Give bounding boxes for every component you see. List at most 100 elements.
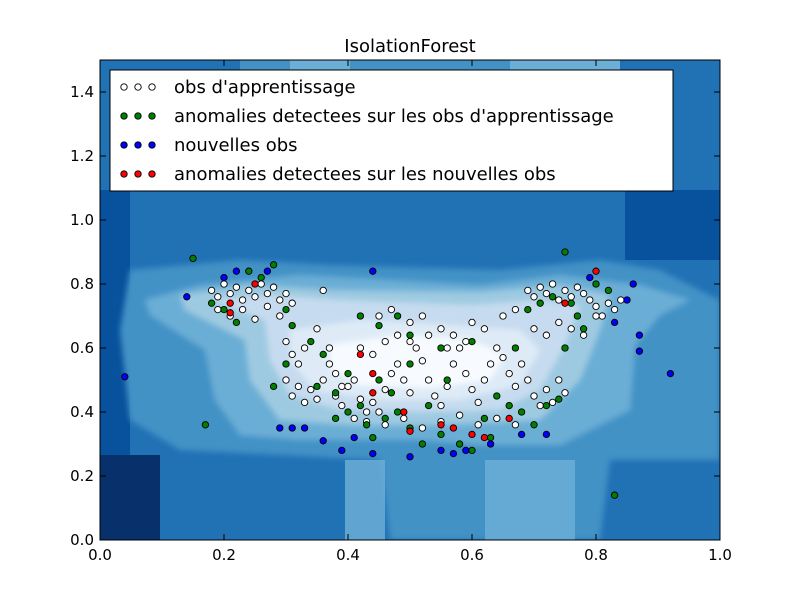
point-s0-106 bbox=[592, 312, 600, 320]
point-s1-15 bbox=[356, 401, 365, 410]
point-s0-62 bbox=[486, 360, 495, 368]
point-s0-38 bbox=[338, 401, 346, 410]
point-s1-55 bbox=[610, 491, 619, 499]
point-s2-0 bbox=[121, 373, 129, 381]
point-s0-104 bbox=[567, 325, 575, 333]
point-s0-54 bbox=[437, 401, 445, 410]
point-s2-2 bbox=[220, 273, 228, 282]
point-s0-72 bbox=[548, 398, 557, 407]
point-s0-47 bbox=[393, 360, 402, 368]
point-s1-8 bbox=[288, 321, 296, 330]
point-s3-3 bbox=[356, 350, 365, 359]
legend-marker-3-0 bbox=[120, 170, 128, 178]
point-s0-34 bbox=[313, 325, 321, 333]
point-s0-4 bbox=[232, 283, 241, 291]
point-s2-1 bbox=[183, 293, 191, 301]
point-s1-14 bbox=[344, 408, 352, 416]
y-tick-label-3: 0.6 bbox=[70, 339, 94, 357]
x-tick-label-3: 0.6 bbox=[460, 546, 484, 564]
point-s0-60 bbox=[474, 398, 482, 407]
point-s0-11 bbox=[276, 296, 284, 304]
point-s0-88 bbox=[542, 289, 551, 298]
points-layer bbox=[121, 248, 675, 499]
point-s1-41 bbox=[561, 344, 569, 352]
point-s0-27 bbox=[300, 398, 309, 407]
point-s2-26 bbox=[666, 369, 675, 378]
point-s1-43 bbox=[375, 321, 383, 330]
point-s0-35 bbox=[319, 286, 327, 295]
point-s0-122 bbox=[424, 331, 433, 339]
point-s2-14 bbox=[437, 446, 445, 455]
legend-marker-0-2 bbox=[148, 83, 156, 91]
point-s0-100 bbox=[617, 296, 625, 304]
point-s1-45 bbox=[406, 331, 414, 339]
point-s0-33 bbox=[338, 382, 346, 391]
point-s2-19 bbox=[542, 430, 551, 439]
point-s0-99 bbox=[610, 305, 619, 314]
contour-strip-1 bbox=[345, 460, 385, 540]
point-s1-0 bbox=[189, 254, 197, 263]
point-s0-61 bbox=[480, 376, 489, 384]
legend-label-new: nouvelles obs bbox=[174, 135, 298, 156]
legend-marker-0-1 bbox=[134, 83, 142, 91]
x-tick-label-2: 0.4 bbox=[336, 546, 360, 564]
point-s1-42 bbox=[356, 312, 365, 320]
legend-marker-0-0 bbox=[120, 83, 128, 91]
point-s0-124 bbox=[462, 337, 470, 346]
legend-label-train: obs d'apprentissage bbox=[174, 77, 356, 98]
point-s0-116 bbox=[511, 421, 520, 429]
point-s0-89 bbox=[548, 280, 557, 288]
legend-marker-1-2 bbox=[148, 112, 156, 120]
point-s2-18 bbox=[517, 430, 526, 439]
x-tick-label-5: 1.0 bbox=[708, 546, 732, 564]
point-s0-123 bbox=[443, 344, 451, 352]
point-s0-81 bbox=[468, 318, 476, 327]
point-s1-22 bbox=[437, 430, 445, 439]
point-s1-11 bbox=[307, 337, 315, 346]
point-s0-16 bbox=[238, 305, 247, 314]
point-s1-2 bbox=[220, 305, 228, 314]
point-s0-12 bbox=[282, 289, 290, 298]
point-s1-49 bbox=[313, 382, 321, 391]
x-tick-label-1: 0.2 bbox=[212, 546, 236, 564]
point-s1-28 bbox=[517, 408, 526, 416]
point-s0-48 bbox=[400, 376, 408, 384]
y-tick-label-0: 0.0 bbox=[70, 531, 94, 549]
point-s1-33 bbox=[567, 299, 575, 307]
point-s1-51 bbox=[375, 376, 383, 384]
point-s2-24 bbox=[635, 331, 644, 339]
point-s2-12 bbox=[369, 449, 377, 458]
contour-strip-2 bbox=[485, 460, 575, 540]
point-s1-10 bbox=[282, 360, 290, 368]
point-s3-0 bbox=[226, 299, 234, 307]
point-s1-23 bbox=[455, 440, 464, 448]
point-s0-110 bbox=[400, 414, 408, 423]
point-s2-21 bbox=[610, 318, 619, 327]
point-s2-15 bbox=[449, 449, 458, 458]
point-s1-18 bbox=[381, 414, 389, 423]
point-s0-92 bbox=[567, 293, 575, 301]
point-s0-41 bbox=[356, 395, 365, 403]
point-s0-117 bbox=[356, 344, 365, 352]
point-s0-96 bbox=[592, 302, 600, 311]
point-s0-40 bbox=[350, 376, 358, 384]
point-s0-59 bbox=[468, 385, 476, 394]
point-s1-44 bbox=[393, 312, 402, 320]
point-s0-120 bbox=[393, 331, 402, 339]
point-s0-84 bbox=[511, 305, 520, 314]
point-s1-1 bbox=[207, 299, 216, 307]
point-s0-39 bbox=[344, 382, 352, 391]
point-s0-95 bbox=[586, 296, 594, 304]
point-s0-26 bbox=[294, 382, 303, 391]
point-s0-75 bbox=[375, 312, 383, 320]
point-s1-26 bbox=[493, 392, 501, 400]
point-s0-87 bbox=[536, 283, 544, 291]
point-s1-57 bbox=[387, 389, 396, 397]
legend-marker-1-0 bbox=[120, 112, 128, 120]
point-s1-35 bbox=[548, 293, 557, 301]
point-s0-98 bbox=[604, 299, 613, 307]
point-s2-3 bbox=[232, 267, 241, 275]
point-s0-18 bbox=[263, 302, 272, 311]
point-s0-73 bbox=[555, 376, 563, 384]
point-s0-66 bbox=[511, 382, 520, 391]
